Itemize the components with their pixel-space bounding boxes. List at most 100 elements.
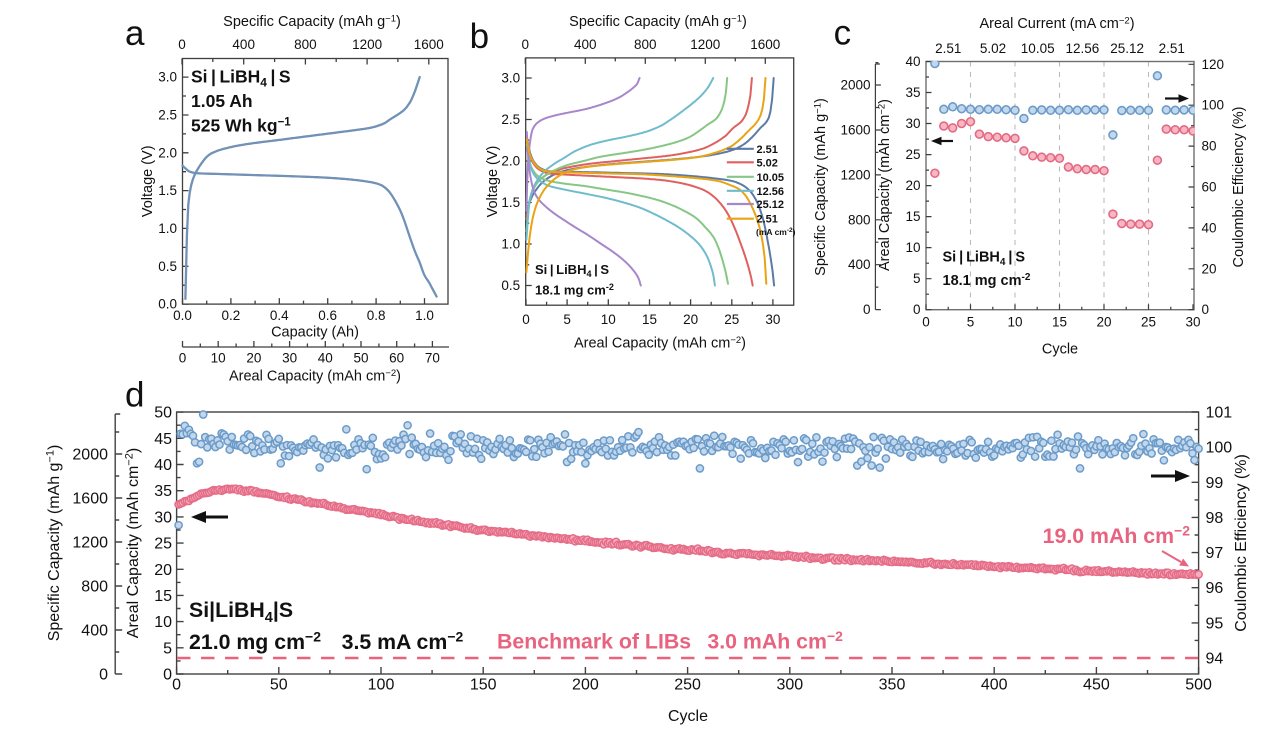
svg-text:30: 30 — [282, 351, 297, 366]
svg-text:20: 20 — [246, 351, 261, 366]
svg-text:d: d — [125, 375, 144, 414]
svg-text:Specific Capacity (mAh g−1): Specific Capacity (mAh g−1) — [813, 98, 830, 276]
svg-text:Si | LiBH4 | S: Si | LiBH4 | S — [191, 67, 291, 90]
svg-text:60: 60 — [389, 351, 404, 366]
svg-text:Si | LiBH4 | S: Si | LiBH4 | S — [535, 262, 609, 279]
svg-text:25: 25 — [154, 536, 172, 553]
svg-text:96: 96 — [1206, 580, 1224, 597]
svg-text:2.51: 2.51 — [1159, 41, 1185, 56]
svg-text:0.5: 0.5 — [501, 278, 520, 293]
svg-text:2.0: 2.0 — [501, 154, 520, 169]
svg-text:450: 450 — [1083, 677, 1110, 694]
svg-text:Areal Capacity (mAh cm−2): Areal Capacity (mAh cm−2) — [574, 335, 746, 352]
svg-text:(mA cm-2): (mA cm-2) — [756, 227, 796, 237]
svg-text:1600: 1600 — [72, 491, 108, 508]
svg-text:Si | LiBH4 | S: Si | LiBH4 | S — [943, 249, 1026, 268]
svg-text:120: 120 — [1202, 57, 1225, 72]
svg-text:0: 0 — [178, 37, 186, 52]
svg-text:Coulombic Efficiency (%): Coulombic Efficiency (%) — [1231, 107, 1247, 268]
svg-text:30: 30 — [154, 509, 172, 526]
svg-text:35: 35 — [905, 85, 920, 100]
svg-text:101: 101 — [1206, 405, 1233, 422]
svg-text:70: 70 — [425, 351, 440, 366]
svg-text:50: 50 — [353, 351, 368, 366]
svg-text:800: 800 — [634, 37, 657, 52]
svg-text:2.5: 2.5 — [158, 108, 177, 123]
svg-text:0: 0 — [172, 677, 181, 694]
svg-text:5: 5 — [967, 315, 975, 330]
svg-text:0: 0 — [179, 351, 187, 366]
svg-text:0: 0 — [163, 667, 172, 684]
svg-text:Si|LiBH4|S: Si|LiBH4|S — [189, 598, 293, 626]
svg-text:525 Wh kg−1: 525 Wh kg−1 — [191, 116, 291, 136]
svg-text:25: 25 — [905, 147, 920, 162]
svg-text:3.0 mAh cm−2: 3.0 mAh cm−2 — [707, 628, 843, 654]
svg-text:400: 400 — [981, 677, 1008, 694]
svg-text:3.0: 3.0 — [158, 70, 177, 85]
svg-text:2.0: 2.0 — [158, 145, 177, 160]
svg-text:0: 0 — [913, 302, 921, 317]
svg-text:1.5: 1.5 — [501, 195, 520, 210]
svg-text:Cycle: Cycle — [1042, 342, 1078, 358]
svg-text:10: 10 — [601, 312, 616, 327]
svg-text:12.56: 12.56 — [1066, 41, 1100, 56]
svg-text:0.2: 0.2 — [222, 308, 241, 323]
svg-text:a: a — [125, 14, 145, 53]
svg-text:2.51: 2.51 — [757, 214, 778, 226]
svg-text:30: 30 — [765, 312, 780, 327]
svg-text:400: 400 — [848, 257, 871, 272]
svg-text:20: 20 — [905, 178, 920, 193]
svg-text:150: 150 — [470, 677, 497, 694]
svg-text:0.4: 0.4 — [270, 308, 289, 323]
svg-text:Areal Capacity (mAh cm−2): Areal Capacity (mAh cm−2) — [229, 368, 401, 385]
svg-text:350: 350 — [879, 677, 906, 694]
svg-text:c: c — [834, 14, 852, 53]
svg-text:1600: 1600 — [414, 37, 444, 52]
svg-text:400: 400 — [232, 37, 255, 52]
svg-text:25: 25 — [724, 312, 739, 327]
svg-text:Areal Capacity (mAh cm−2): Areal Capacity (mAh cm−2) — [124, 448, 143, 638]
svg-text:1.05 Ah: 1.05 Ah — [191, 91, 253, 111]
svg-text:40: 40 — [905, 54, 920, 69]
svg-text:Areal Current (mA cm−2): Areal Current (mA cm−2) — [979, 16, 1134, 33]
svg-text:98: 98 — [1206, 510, 1224, 527]
svg-text:0.8: 0.8 — [367, 308, 386, 323]
svg-text:20: 20 — [1096, 315, 1111, 330]
svg-text:40: 40 — [1202, 220, 1217, 235]
svg-text:10: 10 — [905, 240, 920, 255]
svg-text:5.02: 5.02 — [757, 157, 778, 169]
svg-text:1.0: 1.0 — [501, 237, 520, 252]
svg-text:0: 0 — [1202, 302, 1210, 317]
svg-text:25: 25 — [1141, 315, 1156, 330]
svg-text:30: 30 — [905, 116, 920, 131]
svg-text:95: 95 — [1206, 615, 1224, 632]
svg-text:800: 800 — [294, 37, 317, 52]
svg-text:1200: 1200 — [352, 37, 382, 52]
svg-text:Benchmark of LIBs: Benchmark of LIBs — [497, 630, 691, 654]
svg-text:10: 10 — [1007, 315, 1022, 330]
svg-text:b: b — [470, 17, 489, 56]
svg-text:1.0: 1.0 — [415, 308, 434, 323]
svg-text:1200: 1200 — [690, 37, 720, 52]
svg-text:45: 45 — [154, 431, 172, 448]
svg-text:2.5: 2.5 — [501, 112, 520, 127]
svg-text:25.12: 25.12 — [757, 199, 785, 211]
svg-text:0.6: 0.6 — [318, 308, 337, 323]
svg-text:40: 40 — [318, 351, 333, 366]
svg-text:500: 500 — [1185, 677, 1212, 694]
svg-text:10.05: 10.05 — [1021, 41, 1055, 56]
svg-text:15: 15 — [154, 588, 172, 605]
svg-text:21.0 mg cm−2: 21.0 mg cm−2 — [189, 629, 321, 655]
svg-text:400: 400 — [81, 623, 108, 640]
svg-text:10: 10 — [211, 351, 226, 366]
svg-text:0.0: 0.0 — [158, 297, 177, 312]
svg-text:Voltage (V): Voltage (V) — [140, 145, 156, 217]
svg-text:100: 100 — [1202, 98, 1225, 113]
svg-text:20: 20 — [154, 562, 172, 579]
svg-text:15: 15 — [905, 209, 920, 224]
svg-text:1200: 1200 — [840, 167, 870, 182]
svg-text:100: 100 — [368, 677, 395, 694]
svg-text:30: 30 — [1185, 315, 1200, 330]
svg-text:2.51: 2.51 — [757, 144, 778, 156]
svg-text:300: 300 — [776, 677, 803, 694]
